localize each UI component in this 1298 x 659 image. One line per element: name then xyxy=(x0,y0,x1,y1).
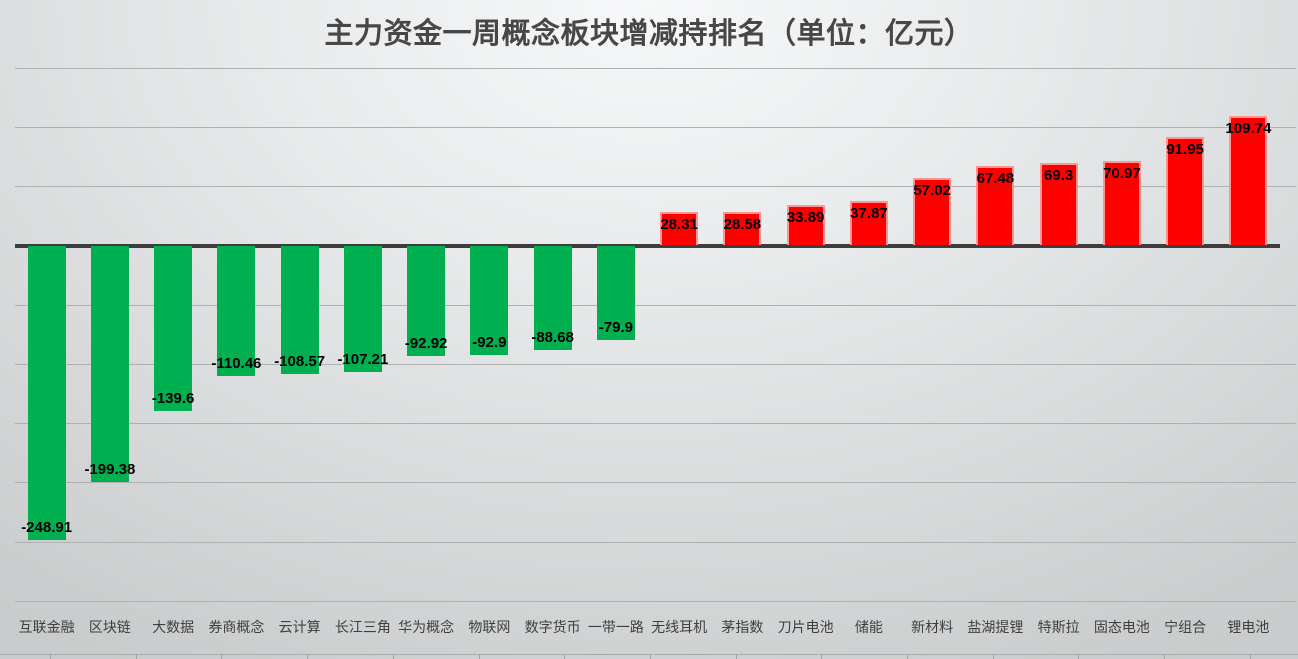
bar-value-label: -199.38 xyxy=(84,460,136,478)
worksheet-column-tick xyxy=(478,654,480,659)
bar-value-label: 37.87 xyxy=(850,204,888,222)
bar-value-label: 33.89 xyxy=(786,209,825,227)
gridline xyxy=(15,541,1296,543)
category-label: 长江三角 xyxy=(334,619,391,635)
bar-value-label: 91.95 xyxy=(1166,140,1204,158)
worksheet-column-tick xyxy=(50,654,51,659)
gridline xyxy=(15,423,1296,425)
bar xyxy=(660,211,699,246)
category-label: 储能 xyxy=(854,619,883,635)
bar-value-label: 109.74 xyxy=(1225,119,1272,137)
category-label: 无线耳机 xyxy=(651,619,708,635)
category-label: 物联网 xyxy=(468,619,511,635)
worksheet-column-tick xyxy=(907,654,908,659)
bar xyxy=(786,205,825,246)
bar-value-label: -92.92 xyxy=(404,334,448,352)
bar xyxy=(470,245,509,356)
worksheet-column-tick xyxy=(307,654,309,659)
category-label: 宁组合 xyxy=(1164,619,1207,635)
bar xyxy=(1166,136,1205,246)
category-label: 区块链 xyxy=(88,619,131,635)
bar xyxy=(343,245,382,373)
category-label: 互联金融 xyxy=(18,619,75,635)
bar-value-label: -107.21 xyxy=(337,351,389,369)
worksheet-column-tick xyxy=(1078,654,1080,659)
bar xyxy=(913,177,952,246)
bar xyxy=(407,245,446,356)
bar xyxy=(1102,161,1141,246)
gridline xyxy=(15,363,1296,365)
bar xyxy=(723,211,762,246)
category-label: 固态电池 xyxy=(1093,619,1150,635)
bar xyxy=(1039,163,1078,246)
worksheet-column-tick xyxy=(735,654,737,659)
worksheet-column-tick xyxy=(135,654,137,659)
worksheet-column-tick xyxy=(821,654,823,659)
bar-value-label: -108.57 xyxy=(274,353,326,371)
worksheet-edge-line xyxy=(0,654,1298,655)
bar xyxy=(27,245,66,541)
category-label: 盐湖提锂 xyxy=(967,619,1024,635)
gridline xyxy=(15,482,1296,484)
gridline xyxy=(15,600,1296,602)
bar xyxy=(280,245,319,375)
bar-value-label: 57.02 xyxy=(913,181,951,199)
bar-value-label: 28.58 xyxy=(723,215,762,233)
category-label: 数字货币 xyxy=(524,619,581,635)
chart-title: 主力资金一周概念板块增减持排名（单位：亿元） xyxy=(324,18,974,50)
category-label: 锂电池 xyxy=(1227,619,1270,635)
bar xyxy=(533,245,572,351)
worksheet-column-tick xyxy=(221,654,223,659)
category-label: 一带一路 xyxy=(587,619,644,635)
bar-value-label: -139.6 xyxy=(151,389,195,407)
worksheet-column-tick xyxy=(992,654,994,659)
bar-value-label: -110.46 xyxy=(211,355,262,373)
bar xyxy=(976,165,1015,246)
bar xyxy=(154,245,193,411)
gridline xyxy=(15,304,1296,306)
category-label: 刀片电池 xyxy=(777,619,834,635)
gridline xyxy=(15,67,1296,69)
gridline xyxy=(15,127,1296,129)
worksheet-column-tick xyxy=(392,654,394,659)
category-label: 大数据 xyxy=(152,619,195,635)
bar xyxy=(217,245,256,377)
worksheet-column-tick xyxy=(1164,654,1166,659)
bar xyxy=(1229,115,1268,246)
category-label: 云计算 xyxy=(278,619,321,635)
bar-value-label: -248.91 xyxy=(21,519,73,537)
gridline xyxy=(15,186,1296,188)
bar-value-label: -88.68 xyxy=(531,329,574,347)
category-label: 华为概念 xyxy=(398,619,455,635)
bar-value-label: 28.31 xyxy=(660,215,698,233)
bar-value-label: 67.48 xyxy=(976,169,1015,187)
category-label: 特斯拉 xyxy=(1037,619,1080,635)
worksheet-column-tick xyxy=(649,654,651,659)
bar xyxy=(596,245,635,341)
zero-axis-line xyxy=(15,243,1280,248)
bar xyxy=(849,200,888,246)
bar-value-label: 69.3 xyxy=(1044,167,1074,185)
bar-value-label: -92.9 xyxy=(472,334,507,352)
bar-value-label: -79.9 xyxy=(598,319,633,337)
category-label: 茅指数 xyxy=(721,619,764,635)
category-label: 券商概念 xyxy=(208,619,265,635)
worksheet-column-tick xyxy=(1249,654,1251,659)
bar-value-label: 70.97 xyxy=(1103,165,1141,183)
worksheet-column-tick xyxy=(564,654,566,659)
category-label: 新材料 xyxy=(911,619,954,635)
bar xyxy=(90,245,129,482)
